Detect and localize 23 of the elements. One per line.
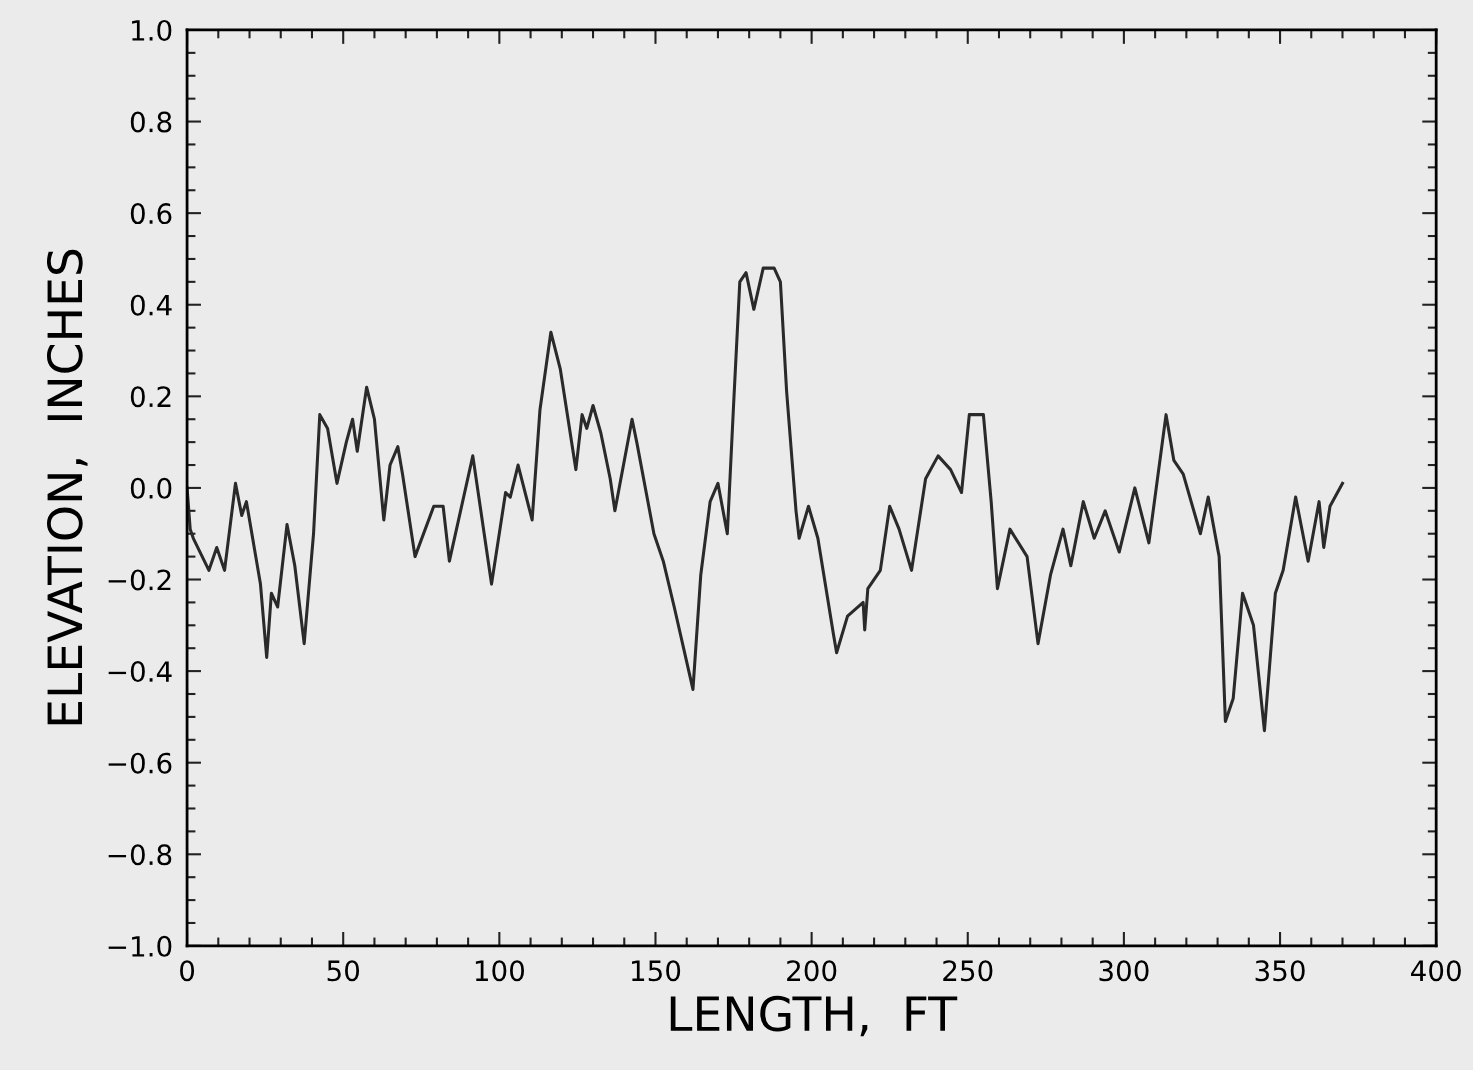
y-tick-label: −0.2 (108, 569, 171, 591)
y-tick-label: 0.2 (130, 386, 171, 408)
y-tick-label: 0.8 (130, 111, 172, 133)
x-tick-label: 350 (1255, 960, 1305, 982)
y-tick-label: 0.0 (130, 477, 172, 499)
y-axis-title: ELEVATION, INCHES (46, 249, 88, 725)
x-tick-label: 400 (1411, 960, 1461, 982)
y-tick-label: 0.6 (130, 203, 172, 225)
x-tick-label: 150 (632, 960, 681, 982)
y-tick-label: −0.6 (108, 752, 172, 774)
x-tick-label: 100 (475, 960, 525, 982)
x-tick-label: 0 (180, 960, 195, 982)
y-tick-label: −0.8 (108, 844, 172, 866)
y-tick-label: −0.4 (108, 661, 172, 683)
x-tick-label: 250 (943, 960, 993, 982)
x-tick-label: 200 (787, 960, 837, 982)
x-tick-label: 300 (1099, 960, 1149, 982)
y-tick-label: −1.0 (108, 935, 172, 957)
x-tick-label: 50 (327, 960, 360, 982)
x-axis-title: LENGTH, FT (670, 995, 958, 1037)
line-series (187, 266, 1345, 733)
y-tick-label: 0.4 (130, 294, 172, 316)
y-tick-label: 1.0 (132, 19, 172, 41)
